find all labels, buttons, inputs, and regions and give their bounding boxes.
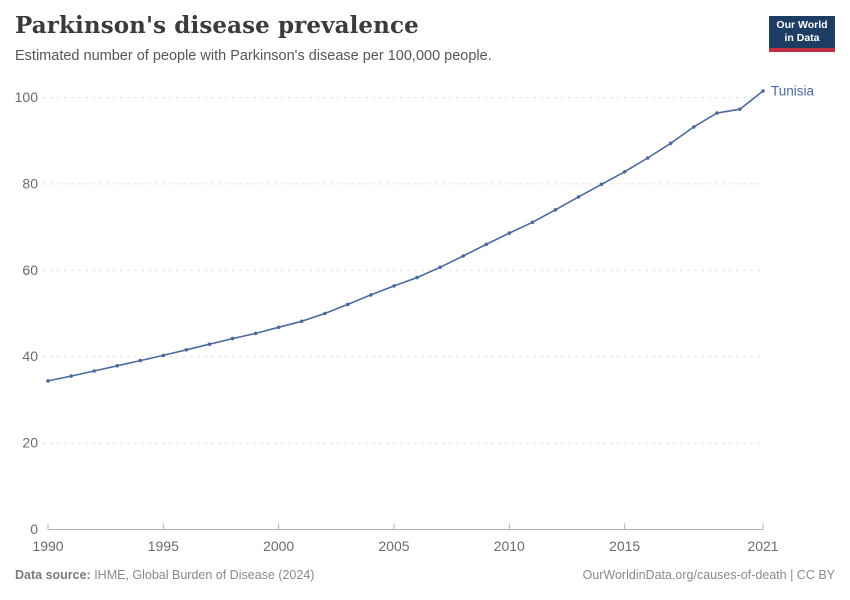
series-line-tunisia[interactable] [47,90,764,382]
x-tick-label: 2005 [378,538,409,554]
data-point-marker[interactable] [599,182,604,187]
data-point-marker[interactable] [553,208,558,212]
x-tick-label: 2015 [609,538,640,554]
data-point-marker[interactable] [184,348,189,352]
y-tick-label: 60 [22,262,38,278]
x-tick-label: 1990 [32,538,63,554]
y-tick-label: 80 [22,175,38,191]
data-point-marker[interactable] [276,325,281,330]
data-point-marker[interactable] [645,156,650,160]
data-point-marker[interactable] [346,302,350,307]
data-point-marker[interactable] [761,89,765,93]
data-point-marker[interactable] [253,331,258,336]
data-point-marker[interactable] [161,353,166,358]
data-source: Data source: IHME, Global Burden of Dise… [15,568,314,582]
data-source-label: Data source: [15,568,91,582]
data-point-marker[interactable] [392,284,396,288]
data-point-marker[interactable] [207,342,212,347]
data-point-marker[interactable] [92,369,96,373]
y-tick-label: 0 [30,521,38,537]
data-point-marker[interactable] [299,319,304,324]
data-point-marker[interactable] [369,293,373,297]
x-tick-label: 2010 [494,538,525,554]
data-point-marker[interactable] [115,364,119,368]
series-end-label[interactable]: Tunisia [771,84,815,99]
data-point-marker[interactable] [576,195,581,199]
page-title: Parkinson's disease prevalence [15,12,419,39]
y-tick-label: 100 [15,89,39,105]
data-point-marker[interactable] [138,358,143,363]
data-point-marker[interactable] [323,311,327,316]
x-tick-label: 1995 [148,538,179,554]
data-point-marker[interactable] [622,170,627,174]
data-point-marker[interactable] [69,374,73,378]
x-tick-label: 2000 [263,538,294,554]
y-tick-label: 20 [22,435,38,451]
data-point-marker[interactable] [530,220,535,225]
data-point-marker[interactable] [738,107,742,111]
credit-link[interactable]: OurWorldinData.org/causes-of-death | CC … [582,568,835,582]
y-tick-label: 40 [22,348,38,364]
data-point-marker[interactable] [484,242,489,247]
data-point-marker[interactable] [668,141,673,146]
data-point-marker[interactable] [507,231,512,235]
owid-logo[interactable]: Our World in Data [769,16,835,52]
chart-footer: Data source: IHME, Global Burden of Dise… [15,568,835,582]
data-point-marker[interactable] [461,254,466,258]
x-tick-label: 2021 [747,538,778,554]
data-point-marker[interactable] [692,125,696,129]
owid-logo-line2: in Data [784,32,820,44]
chart-subtitle: Estimated number of people with Parkinso… [15,48,492,64]
owid-logo-line1: Our World [776,19,828,31]
data-source-value: IHME, Global Burden of Disease (2024) [90,568,315,582]
data-point-marker[interactable] [415,275,419,280]
data-point-marker[interactable] [230,336,235,341]
data-point-marker[interactable] [715,111,719,115]
data-point-marker[interactable] [438,265,442,270]
data-point-marker[interactable] [46,379,50,383]
